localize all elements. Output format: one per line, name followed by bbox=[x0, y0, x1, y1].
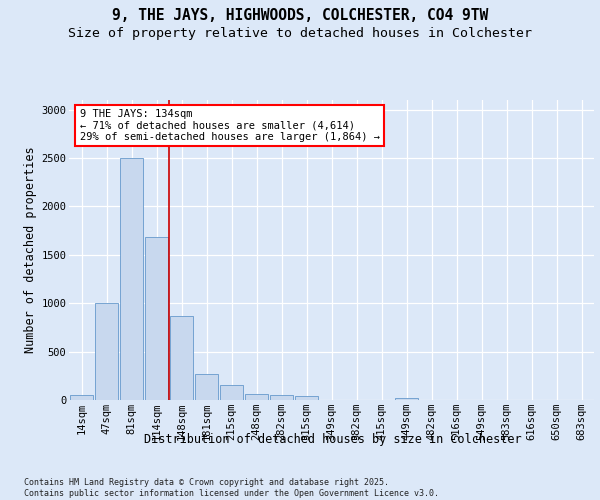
Text: Contains HM Land Registry data © Crown copyright and database right 2025.
Contai: Contains HM Land Registry data © Crown c… bbox=[24, 478, 439, 498]
Bar bbox=[269, 395, 293, 400]
Bar bbox=[220, 386, 244, 400]
Bar bbox=[245, 394, 268, 400]
Bar bbox=[194, 374, 218, 400]
Bar bbox=[295, 396, 319, 400]
Bar bbox=[145, 238, 169, 400]
Text: 9 THE JAYS: 134sqm
← 71% of detached houses are smaller (4,614)
29% of semi-deta: 9 THE JAYS: 134sqm ← 71% of detached hou… bbox=[79, 109, 380, 142]
Bar bbox=[170, 316, 193, 400]
Bar bbox=[95, 303, 118, 400]
Bar bbox=[119, 158, 143, 400]
Y-axis label: Number of detached properties: Number of detached properties bbox=[24, 146, 37, 354]
Text: Distribution of detached houses by size in Colchester: Distribution of detached houses by size … bbox=[144, 432, 522, 446]
Bar bbox=[70, 395, 94, 400]
Text: 9, THE JAYS, HIGHWOODS, COLCHESTER, CO4 9TW: 9, THE JAYS, HIGHWOODS, COLCHESTER, CO4 … bbox=[112, 8, 488, 22]
Text: Size of property relative to detached houses in Colchester: Size of property relative to detached ho… bbox=[68, 28, 532, 40]
Bar bbox=[395, 398, 418, 400]
